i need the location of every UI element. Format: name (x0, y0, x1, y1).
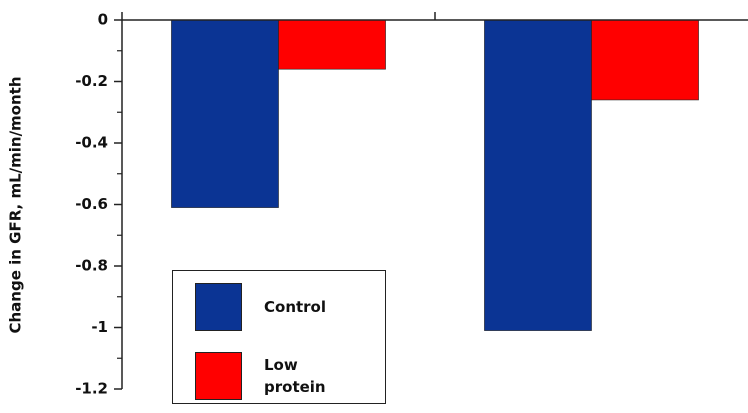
legend-swatch (195, 352, 242, 400)
bar (171, 19, 279, 208)
legend-label: Low protein (264, 356, 326, 396)
y-tick-label: -0.8 (75, 257, 108, 275)
bar (484, 19, 592, 331)
y-axis-label: Change in GFR, mL/min/month (7, 76, 25, 333)
legend-item: Low protein (195, 352, 344, 400)
y-tick-label: -1.2 (75, 380, 108, 398)
legend-label: Control (264, 298, 327, 316)
bar (591, 19, 699, 101)
legend-swatch (195, 283, 242, 331)
bar (278, 19, 386, 70)
y-tick-label: -0.4 (75, 134, 108, 152)
legend-item: Control (195, 283, 344, 331)
y-tick-label: -0.6 (75, 195, 108, 213)
legend: Control Low protein (172, 270, 386, 404)
y-tick-label: -0.2 (75, 72, 108, 90)
y-tick-label: -1 (91, 318, 108, 336)
y-tick-label: 0 (98, 11, 108, 29)
